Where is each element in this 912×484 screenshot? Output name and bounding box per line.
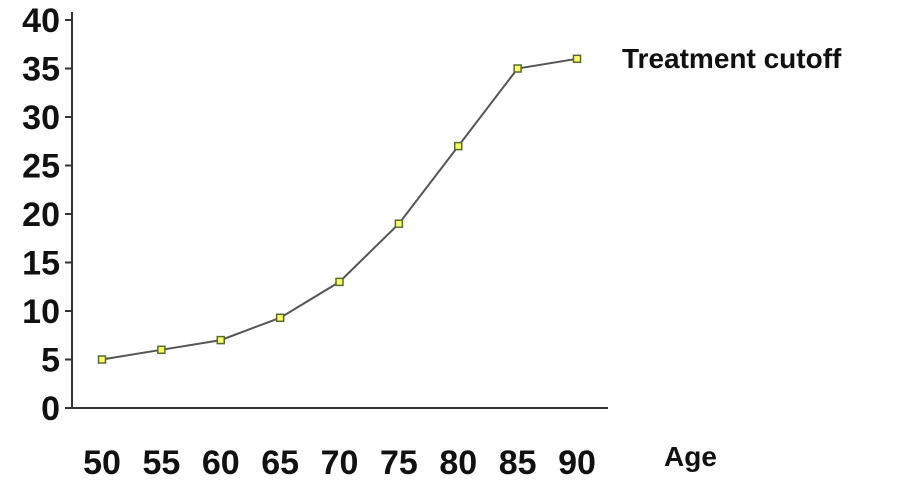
x-tick-label: 55 — [142, 444, 180, 482]
y-tick-label: 5 — [41, 342, 60, 380]
data-point — [454, 141, 463, 151]
series-line — [101, 57, 578, 361]
x-axis-ticks: 50 55 60 65 70 75 80 85 90 — [83, 444, 596, 482]
y-tick-label: 10 — [22, 293, 60, 331]
data-point — [572, 54, 582, 64]
data-point — [216, 335, 225, 345]
x-tick-label: 80 — [439, 444, 477, 482]
data-point — [157, 345, 166, 355]
x-tick-label: 70 — [321, 444, 359, 482]
x-tick-label: 60 — [202, 444, 240, 482]
y-tick-label: 15 — [22, 245, 60, 283]
y-tick-label: 40 — [22, 2, 60, 40]
x-axis-title: Age — [664, 441, 717, 472]
x-tick-label: 85 — [499, 444, 537, 482]
data-point — [394, 219, 404, 228]
data-point — [335, 277, 344, 287]
data-point — [513, 64, 522, 73]
x-tick-label: 50 — [83, 444, 121, 482]
data-points — [97, 54, 582, 364]
treatment-cutoff-annotation: Treatment cutoff — [622, 43, 842, 74]
y-tick-label: 25 — [22, 148, 60, 186]
x-tick-label: 90 — [558, 444, 596, 482]
x-tick-label: 65 — [261, 444, 299, 482]
y-tick-label: 30 — [22, 99, 60, 137]
y-tick-label: 0 — [41, 390, 60, 428]
x-tick-label: 75 — [380, 444, 418, 482]
data-point — [97, 355, 107, 364]
y-tick-label: 20 — [22, 196, 60, 234]
data-point — [275, 313, 285, 323]
y-tick-label: 35 — [22, 51, 60, 89]
y-axis-ticks: 0 5 10 15 20 25 30 35 40 — [22, 2, 72, 428]
